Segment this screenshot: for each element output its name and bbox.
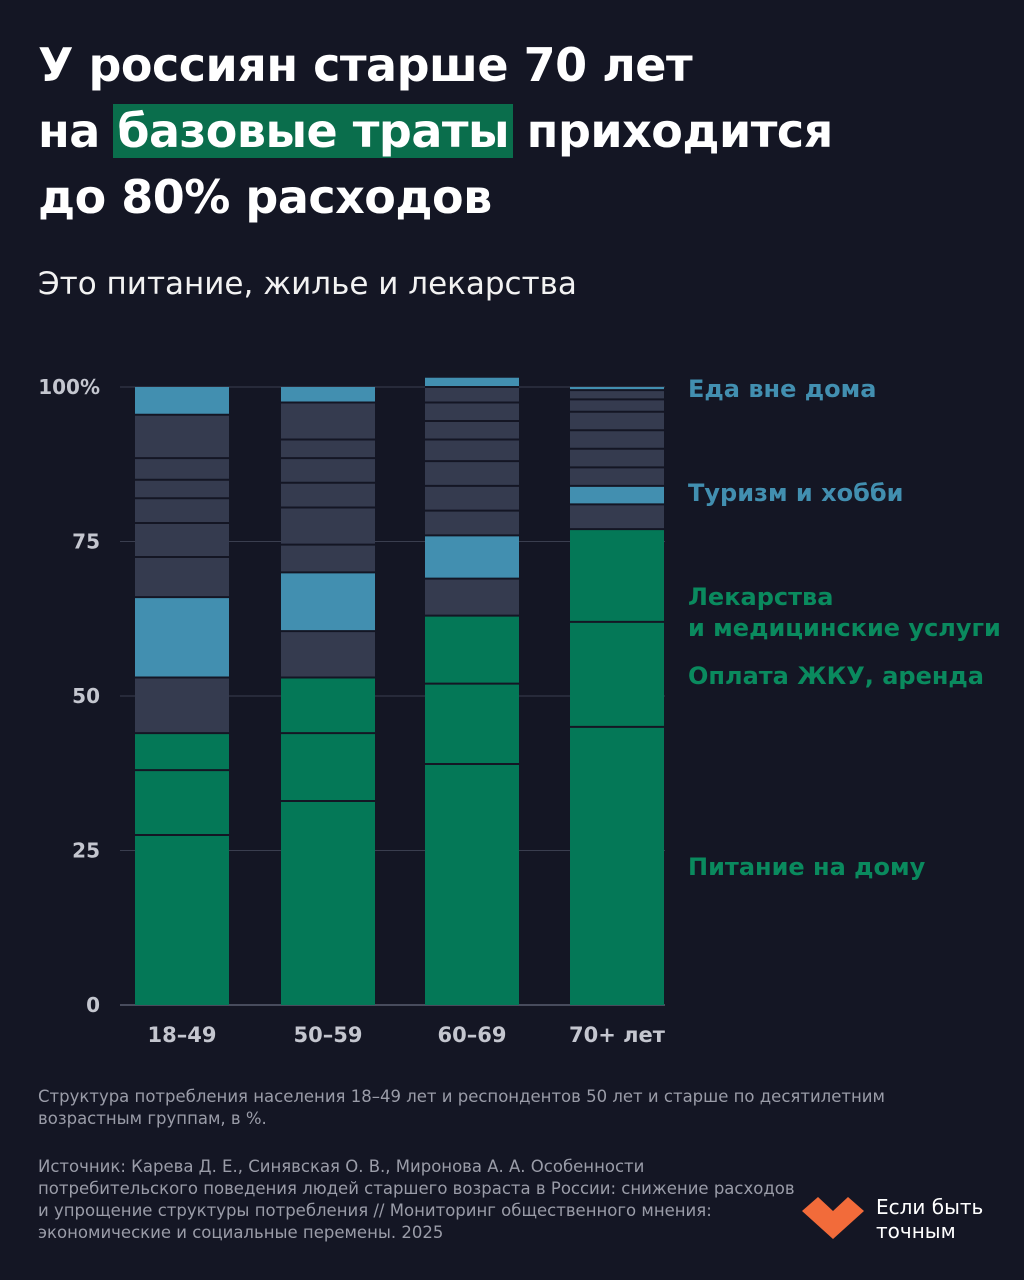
bar-segment bbox=[135, 458, 229, 480]
bar-segment bbox=[135, 556, 229, 598]
bar-segment bbox=[570, 726, 664, 1005]
bar-segment bbox=[425, 535, 519, 579]
legend-label-tourism: Туризм и хобби bbox=[688, 479, 904, 507]
bar-segment bbox=[281, 572, 375, 632]
bar-segment bbox=[135, 733, 229, 771]
bar-segment bbox=[281, 387, 375, 403]
legend-label-food-out: Еда вне дома bbox=[688, 375, 877, 403]
bar-segment bbox=[425, 387, 519, 403]
logo-text: Если быть точным bbox=[876, 1195, 983, 1243]
title-line-1: У россиян старше 70 лет bbox=[38, 38, 693, 92]
source-citation: Источник: Карева Д. Е., Синявская О. В.,… bbox=[38, 1157, 795, 1242]
bar-segment bbox=[570, 529, 664, 622]
bar-segment bbox=[570, 390, 664, 400]
bar-segment bbox=[281, 507, 375, 545]
x-tick-label: 70+ лет bbox=[569, 1023, 666, 1047]
brand-logo: Если быть точным bbox=[800, 1193, 1000, 1253]
bar-segment bbox=[281, 544, 375, 573]
bar-segment bbox=[570, 411, 664, 431]
bar-segment bbox=[570, 485, 664, 505]
bar-segment bbox=[135, 835, 229, 1005]
bar-segment bbox=[425, 420, 519, 440]
bar-segment bbox=[425, 683, 519, 764]
bar-segment bbox=[281, 439, 375, 459]
legend-item-housing: Оплата ЖКУ, аренда bbox=[688, 661, 984, 692]
bar-segment bbox=[281, 677, 375, 734]
bar-segment bbox=[135, 522, 229, 557]
title-line-2: на базовые траты приходится bbox=[38, 98, 998, 164]
bar-segment bbox=[135, 479, 229, 499]
bar-segment bbox=[135, 387, 229, 415]
bar-segment bbox=[570, 621, 664, 727]
bar-segment bbox=[425, 439, 519, 462]
bar-segment bbox=[135, 677, 229, 734]
legend-item-medicine: Лекарства и медицинские услуги bbox=[688, 551, 1001, 644]
chart-subtitle: Это питание, жилье и лекарства bbox=[38, 266, 577, 302]
bar-segment bbox=[135, 770, 229, 836]
bar-segment bbox=[281, 631, 375, 678]
x-tick-label: 60–69 bbox=[438, 1023, 507, 1047]
bar-segment bbox=[570, 467, 664, 486]
bar-segment bbox=[425, 763, 519, 1005]
bar-segment bbox=[281, 482, 375, 508]
legend-label-medicine: Лекарства и медицинские услуги bbox=[688, 583, 1001, 642]
legend-label-housing: Оплата ЖКУ, аренда bbox=[688, 662, 985, 690]
bar-segment bbox=[281, 402, 375, 440]
legend-label-food-home: Питание на дому bbox=[688, 853, 926, 881]
bar-segment bbox=[281, 801, 375, 1005]
bar-segment bbox=[281, 733, 375, 802]
y-tick-label: 100% bbox=[38, 375, 100, 399]
legend-item-food-out: Еда вне дома bbox=[688, 374, 876, 405]
x-tick-label: 50–59 bbox=[294, 1023, 363, 1047]
y-tick-label: 25 bbox=[72, 839, 100, 863]
logo-text-line-2: точным bbox=[876, 1219, 956, 1243]
y-tick-label: 50 bbox=[72, 684, 100, 708]
bar-segment bbox=[135, 597, 229, 678]
title-line-2-prefix: на bbox=[38, 104, 100, 158]
x-tick-label: 18–49 bbox=[148, 1023, 217, 1047]
bar-segment bbox=[425, 485, 519, 511]
legend-item-tourism: Туризм и хобби bbox=[688, 478, 903, 509]
heart-logo-icon bbox=[802, 1197, 864, 1239]
bar-segment bbox=[425, 402, 519, 421]
bar-segment bbox=[570, 430, 664, 449]
bar-segment bbox=[425, 461, 519, 486]
bar-segment bbox=[135, 498, 229, 523]
title-line-3: до 80% расходов bbox=[38, 170, 492, 224]
bar-segment bbox=[425, 578, 519, 616]
bar-segment bbox=[425, 510, 519, 536]
title-line-2-suffix: приходится bbox=[526, 104, 834, 158]
bar-segment bbox=[135, 414, 229, 459]
chart-title: У россиян старше 70 лет на базовые траты… bbox=[38, 32, 998, 230]
y-tick-label: 75 bbox=[72, 530, 100, 554]
bar-segment bbox=[425, 377, 519, 387]
bar-segment bbox=[281, 458, 375, 483]
bar-segment bbox=[570, 399, 664, 412]
title-highlight: базовые траты bbox=[113, 104, 514, 158]
bar-segment bbox=[570, 387, 664, 391]
stacked-bar-chart: 0 25 50 75 100% 18–49 50–59 60–69 70+ лет bbox=[38, 375, 666, 1047]
bar-segment bbox=[570, 504, 664, 530]
bar-segment bbox=[570, 448, 664, 468]
chart-note: Структура потребления населения 18–49 ле… bbox=[38, 1087, 885, 1128]
legend-item-food-home: Питание на дому bbox=[688, 852, 925, 883]
y-tick-label: 0 bbox=[86, 993, 100, 1017]
logo-text-line-1: Если быть bbox=[876, 1195, 984, 1219]
bar-segment bbox=[425, 615, 519, 684]
